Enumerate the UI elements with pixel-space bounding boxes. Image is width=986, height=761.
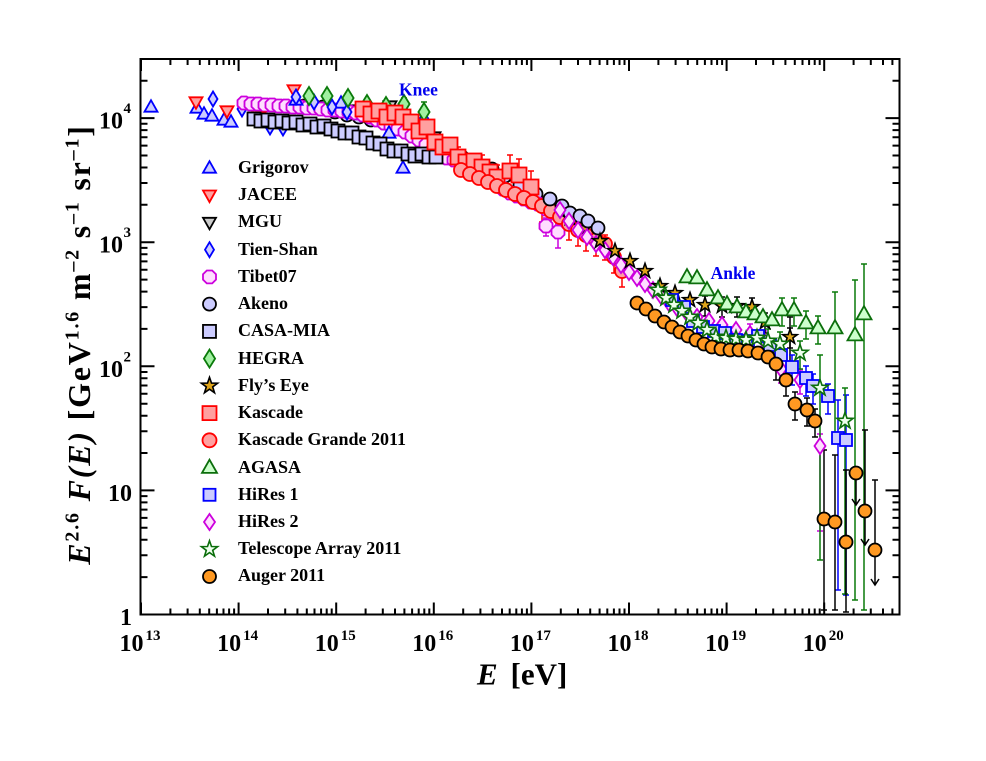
svg-text:E[eV]: E [eV] bbox=[476, 657, 567, 692]
svg-text:16: 16 bbox=[438, 628, 454, 644]
svg-text:10: 10 bbox=[217, 631, 241, 657]
svg-text:Grigorov: Grigorov bbox=[238, 157, 309, 177]
svg-text:CASA-MIA: CASA-MIA bbox=[238, 320, 330, 340]
svg-text:18: 18 bbox=[634, 628, 649, 644]
svg-text:4: 4 bbox=[124, 101, 132, 117]
svg-text:Kascade Grande 2011: Kascade Grande 2011 bbox=[238, 429, 406, 449]
svg-text:10: 10 bbox=[99, 109, 123, 135]
svg-text:HiRes 1: HiRes 1 bbox=[238, 484, 299, 504]
svg-text:Akeno: Akeno bbox=[238, 293, 288, 313]
svg-text:1: 1 bbox=[120, 605, 132, 631]
svg-text:2: 2 bbox=[124, 349, 132, 365]
svg-text:13: 13 bbox=[146, 628, 161, 644]
svg-text:10: 10 bbox=[99, 233, 123, 259]
svg-text:Telescope Array 2011: Telescope Array 2011 bbox=[238, 538, 401, 558]
svg-text:Tibet07: Tibet07 bbox=[238, 266, 297, 286]
svg-text:17: 17 bbox=[536, 628, 552, 644]
svg-text:10: 10 bbox=[120, 631, 144, 657]
svg-text:19: 19 bbox=[731, 628, 746, 644]
svg-text:14: 14 bbox=[243, 628, 259, 644]
svg-text:E2.6 F(E) [GeV1.6 m–2 s–1 sr–1: E2.6 F(E) [GeV1.6 m–2 s–1 sr–1] bbox=[61, 124, 97, 566]
svg-text:3: 3 bbox=[124, 225, 132, 241]
svg-text:Kascade: Kascade bbox=[238, 402, 303, 422]
svg-text:Auger 2011: Auger 2011 bbox=[238, 565, 325, 585]
svg-text:10: 10 bbox=[803, 631, 827, 657]
svg-text:AGASA: AGASA bbox=[238, 457, 301, 477]
svg-text:HiRes 2: HiRes 2 bbox=[238, 511, 299, 531]
svg-text:10: 10 bbox=[99, 357, 123, 383]
svg-text:10: 10 bbox=[705, 631, 729, 657]
svg-text:Knee: Knee bbox=[399, 80, 438, 100]
svg-text:JACEE: JACEE bbox=[238, 184, 297, 204]
svg-text:10: 10 bbox=[608, 631, 632, 657]
svg-text:Fly’s Eye: Fly’s Eye bbox=[238, 375, 309, 395]
svg-text:MGU: MGU bbox=[238, 211, 282, 231]
svg-text:Tien-Shan: Tien-Shan bbox=[238, 239, 318, 259]
svg-text:HEGRA: HEGRA bbox=[238, 348, 304, 368]
svg-text:15: 15 bbox=[341, 628, 356, 644]
svg-text:10: 10 bbox=[108, 481, 132, 507]
svg-text:10: 10 bbox=[315, 631, 339, 657]
svg-text:20: 20 bbox=[829, 628, 844, 644]
svg-text:10: 10 bbox=[510, 631, 534, 657]
svg-text:10: 10 bbox=[412, 631, 436, 657]
svg-text:Ankle: Ankle bbox=[711, 263, 756, 283]
